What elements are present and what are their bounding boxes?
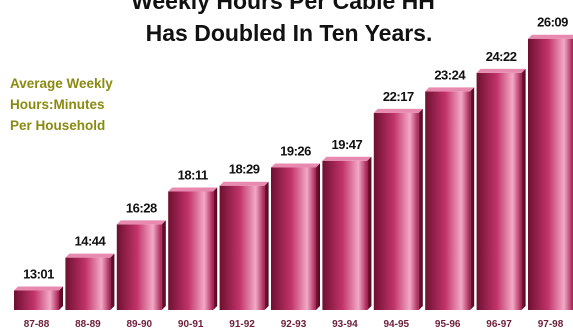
value-label-90-91: 18:11 (178, 167, 208, 182)
bar-89-90 (116, 224, 162, 310)
chart-title-line-1: Weekly Hours Per Cable HH (131, 0, 435, 14)
y-axis-label-line-2: Hours:Minutes (10, 97, 105, 112)
bar-92-93 (271, 167, 316, 310)
category-label-97-98: 97-98 (538, 319, 564, 330)
bar-top-92-93 (271, 163, 320, 168)
value-label-96-97: 24:22 (486, 49, 517, 64)
chart-title-line-2: Has Doubled In Ten Years. (146, 20, 433, 46)
bar-top-91-92 (219, 181, 269, 186)
value-label-91-92: 18:29 (229, 162, 260, 177)
value-label-95-96: 23:24 (434, 67, 466, 82)
category-label-95-96: 95-96 (435, 319, 461, 330)
bar-side-95-96 (470, 87, 475, 311)
bar-94-95 (373, 112, 419, 310)
bar-top-94-95 (373, 108, 423, 113)
bar-93-94 (322, 160, 368, 310)
category-label-90-91: 90-91 (178, 319, 204, 330)
bar-96-97 (476, 72, 522, 310)
value-label-97-98: 26:09 (537, 15, 568, 30)
bar-top-88-89 (65, 253, 115, 258)
bar-side-96-97 (521, 68, 526, 310)
value-labels-group: 13:01 14:44 16:28 18:11 18:29 19:26 19:47 22:17… (23, 15, 569, 282)
category-label-94-95: 94-95 (384, 319, 410, 330)
category-label-92-93: 92-93 (281, 319, 307, 330)
bar-side-89-90 (161, 220, 166, 310)
category-label-89-90: 89-90 (127, 319, 153, 330)
bar-side-92-93 (316, 163, 320, 310)
bar-top-96-97 (476, 68, 526, 73)
value-label-89-90: 16:28 (126, 200, 157, 215)
value-label-94-95: 22:17 (383, 89, 414, 104)
bar-top-97-98 (528, 34, 573, 39)
bar-side-93-94 (367, 156, 372, 310)
bar-top-90-91 (168, 187, 218, 192)
bars-group (14, 34, 573, 311)
bar-top-89-90 (116, 220, 166, 225)
bar-side-88-89 (110, 253, 115, 310)
bar-side-94-95 (418, 108, 423, 310)
value-label-93-94: 19:47 (332, 137, 363, 152)
value-label-92-93: 19:26 (280, 143, 311, 158)
bar-91-92 (219, 185, 265, 310)
category-labels-group: 87-88 88-89 89-90 90-91 91-92 92-93 93-94 94-95… (24, 319, 564, 330)
bar-97-98 (528, 38, 573, 310)
category-label-96-97: 96-97 (486, 319, 512, 330)
bar-87-88 (14, 290, 59, 310)
category-label-91-92: 91-92 (229, 319, 255, 330)
value-label-87-88: 13:01 (23, 267, 54, 282)
bar-side-91-92 (264, 181, 269, 310)
y-axis-label-line-3: Per Household (10, 118, 105, 133)
category-label-88-89: 88-89 (75, 319, 101, 330)
bar-top-87-88 (14, 286, 63, 291)
category-label-93-94: 93-94 (332, 319, 358, 330)
bar-88-89 (65, 257, 111, 310)
bar-side-90-91 (213, 187, 218, 310)
bar-95-96 (425, 91, 471, 311)
value-label-88-89: 14:44 (75, 234, 107, 249)
bar-90-91 (168, 191, 214, 310)
category-label-87-88: 87-88 (24, 319, 50, 330)
bar-top-95-96 (425, 87, 475, 92)
bar-side-87-88 (59, 286, 63, 310)
bar-top-93-94 (322, 156, 372, 161)
y-axis-label-line-1: Average Weekly (10, 76, 113, 91)
